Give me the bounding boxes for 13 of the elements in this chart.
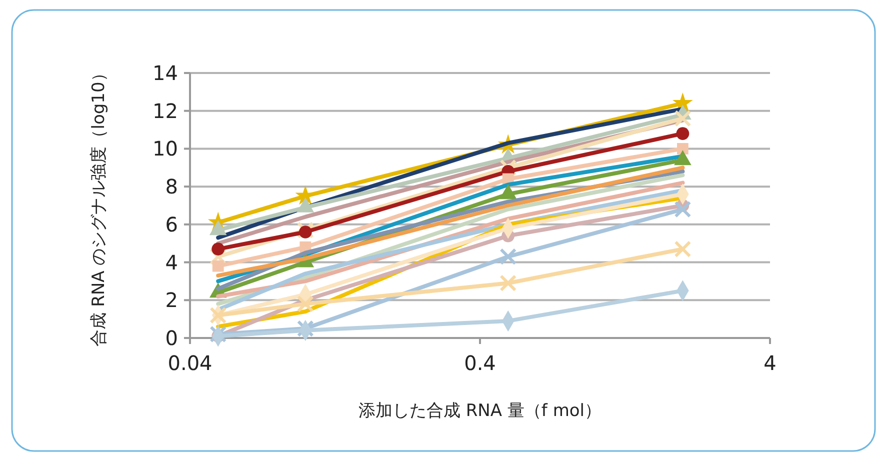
y-tick-label: 4 [165,250,178,274]
y-tick-label: 0 [165,326,178,350]
y-axis-title: 合成 RNA のシグナル強度（log10） [89,64,109,346]
y-tick-label: 12 [152,98,178,123]
x-axis-title: 添加した合成 RNA 量（f mol） [358,401,602,421]
y-tick-label: 6 [165,212,178,236]
y-tick-label: 8 [165,174,178,199]
x-tick-label: 0.4 [464,351,496,375]
x-tick-label: 4 [764,351,776,375]
x-tick-label: 0.04 [168,351,212,375]
y-tick-label: 2 [165,288,178,312]
y-tick-label: 14 [152,61,178,85]
y-tick-label: 10 [152,136,178,161]
